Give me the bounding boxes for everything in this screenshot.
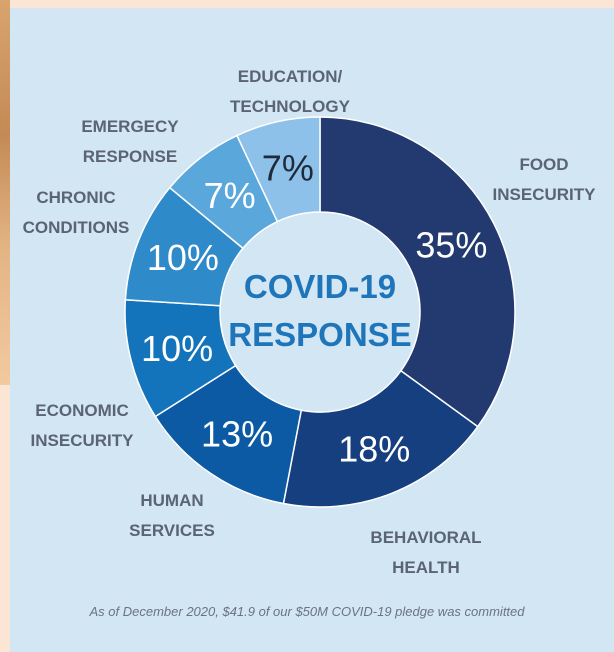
slice-value-label-4: 10% (147, 237, 219, 278)
background-photo-strip (0, 0, 10, 385)
chart-value-labels: 35% 18% 13% 10% 10% 7%7% (141, 148, 487, 470)
chart-category-labels: FOOD INSECURITY BEHAVIORAL HEALTH HUMAN SERVI… (23, 67, 596, 577)
slice-6 (235, 116, 321, 223)
slice-category-label-4: CHRONIC CONDITIONS (23, 188, 130, 237)
slice-0 (319, 116, 516, 428)
slice-category-label-1: BEHAVIORAL HEALTH (370, 528, 481, 577)
slice-value-label-2: 13% (201, 413, 273, 454)
center-title-line-1: COVID-19 (244, 268, 396, 305)
slice-category-label-2: HUMAN SERVICES (129, 491, 215, 540)
slice-category-label-3: ECONOMIC INSECURITY (31, 401, 135, 450)
slice-category-label-6: EDUCATION/TECHNOLOGY (230, 67, 351, 116)
slice-category-label-0: FOOD INSECURITY (493, 155, 597, 204)
center-title-line-2: RESPONSE (228, 316, 411, 353)
slice-value-label-6: 7% (262, 148, 314, 189)
slice-value-label-3: 10% (141, 328, 213, 369)
footnote: As of December 2020, $41.9 of our $50M C… (89, 604, 525, 619)
slice-value-label-0: 35% (415, 225, 487, 266)
slice-value-label-1: 18% (338, 429, 410, 470)
chart-slices (124, 116, 516, 508)
slice-1 (282, 369, 479, 508)
slice-category-label-5: EMERGECY RESPONSE (81, 117, 179, 166)
background-strip-lower (0, 385, 10, 652)
slice-value-label-5: 7% (204, 175, 256, 216)
